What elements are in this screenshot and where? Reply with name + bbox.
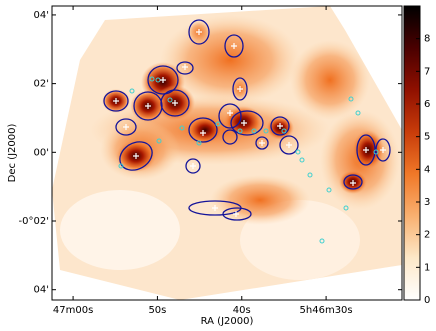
source-overlays xyxy=(103,19,391,244)
colorbar-tick-label: 5 xyxy=(424,132,430,143)
colorbar-tick-label: 3 xyxy=(424,197,430,208)
y-tick-label: -0°02' xyxy=(19,216,49,227)
x-axis-label: RA (J2000) xyxy=(201,316,254,327)
y-tick-label: 00' xyxy=(34,147,49,158)
colorbar-tick-label: 1 xyxy=(424,262,430,273)
colorbar-tick-label: 2 xyxy=(424,230,430,241)
colorbar-tick-label: 0 xyxy=(424,295,430,306)
plot-frame xyxy=(51,5,403,301)
map-image xyxy=(52,6,402,300)
colorbar-tick-label: 7 xyxy=(424,66,430,77)
colorbar-tick-label: 8 xyxy=(424,34,430,45)
x-tick-label: 5h46m30s xyxy=(300,305,353,316)
y-axis-label: Dec (J2000) xyxy=(7,124,18,183)
x-tick-label: 50s xyxy=(148,305,166,316)
colorbar-tick-label: 6 xyxy=(424,99,430,110)
colorbar xyxy=(403,5,421,301)
y-tick-label: 04' xyxy=(34,285,49,296)
y-tick-label: 02' xyxy=(34,79,49,90)
colorbar-tick-label: 4 xyxy=(424,164,430,175)
x-tick-label: 40s xyxy=(233,305,251,316)
x-tick-label: 47m00s xyxy=(53,305,93,316)
y-tick-label: 04' xyxy=(34,10,49,21)
